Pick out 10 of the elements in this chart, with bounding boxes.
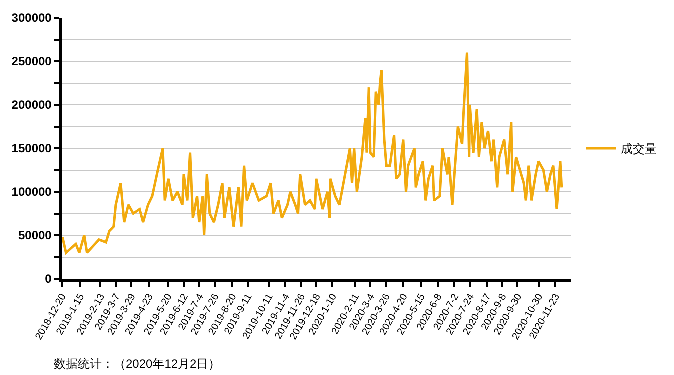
y-tick-label: 200000: [12, 98, 52, 112]
y-tick-label: 50000: [18, 228, 52, 243]
legend-label: 成交量: [621, 142, 658, 156]
y-tick-label: 300000: [12, 11, 52, 26]
y-tick-label: 250000: [12, 54, 52, 69]
y-tick-label: 0: [45, 272, 52, 286]
text: 数据统计：（2020年12月2日）: [54, 357, 221, 371]
line-series: [62, 52, 564, 254]
y-tick-label: 150000: [12, 142, 52, 156]
y-tick-label: 100000: [12, 185, 52, 200]
